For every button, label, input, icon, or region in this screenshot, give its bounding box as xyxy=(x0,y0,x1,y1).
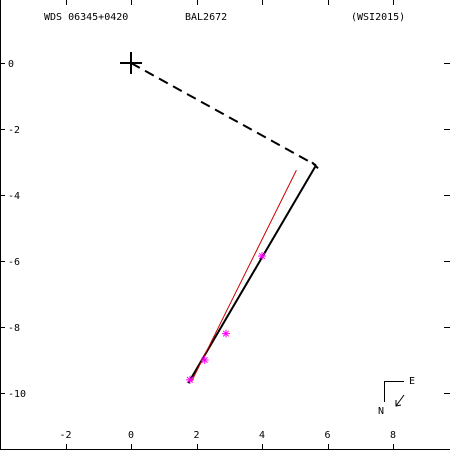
observation-points xyxy=(185,252,266,384)
orbit-arc xyxy=(187,164,317,384)
x-tick-labels: -2 0 2 4 6 8 xyxy=(59,430,396,441)
observation-point xyxy=(200,356,209,364)
motion-arrow-head xyxy=(395,400,402,407)
red-fit-line xyxy=(191,170,297,382)
x-tick-label: -2 xyxy=(59,430,71,441)
y-tick-labels: 0 -2 -4 -6 -8 -10 xyxy=(8,59,26,400)
observation-stroke xyxy=(201,356,208,364)
observation-point xyxy=(185,375,194,384)
motion-arrow-shaft xyxy=(395,394,405,407)
observation-stroke xyxy=(222,330,230,337)
periastron-tick xyxy=(311,161,319,170)
y-tick-label: 0 xyxy=(8,59,14,70)
header-reference: (WSI2015) xyxy=(351,12,405,23)
y-tick-label: -2 xyxy=(8,125,20,136)
primary-star-marker xyxy=(120,52,142,74)
x-tick-label: 6 xyxy=(324,430,330,441)
y-tick-label: -6 xyxy=(8,257,20,268)
observation-point xyxy=(221,329,230,338)
compass: E N xyxy=(378,376,415,417)
orbit-lines xyxy=(130,62,319,384)
observation-point xyxy=(258,252,266,261)
compass-east-label: E xyxy=(409,376,415,387)
header-discoverer: BAL2672 xyxy=(185,12,227,23)
x-tick-label: 2 xyxy=(193,430,199,441)
observation-stroke xyxy=(186,376,194,383)
x-tick-label: 8 xyxy=(390,430,396,441)
x-tick-label: 4 xyxy=(259,430,265,441)
observation-stroke xyxy=(258,252,266,260)
y-tick-label: -10 xyxy=(8,389,26,400)
y-tick-label: -4 xyxy=(8,191,20,202)
x-tick-label: 0 xyxy=(128,430,134,441)
periastron-dashed-line xyxy=(130,62,317,167)
compass-north-label: N xyxy=(378,406,384,417)
y-tick-label: -8 xyxy=(8,323,20,334)
header-wds-id: WDS 06345+0420 xyxy=(44,12,128,23)
